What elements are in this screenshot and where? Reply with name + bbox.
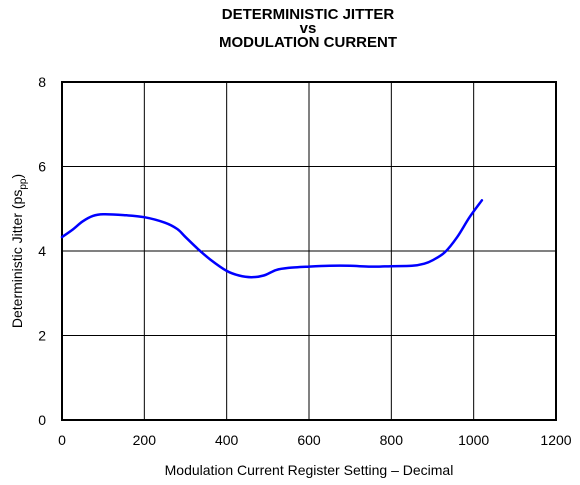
y-tick-label: 4: [38, 243, 46, 259]
y-axis-label: Deterministic Jitter (pspp): [9, 174, 29, 328]
x-tick-label: 600: [297, 432, 321, 448]
plot-area-frame: [61, 81, 557, 421]
chart-title: DETERMINISTIC JITTER vs MODULATION CURRE…: [60, 6, 556, 51]
title-line-2: vs: [299, 20, 317, 37]
y-axis-label-subscript: pp: [18, 178, 29, 190]
tick-labels: 0 200 400 600 800 1000 1200 0 2 4 6 8: [38, 74, 572, 448]
y-axis-label-end: ): [9, 174, 25, 179]
y-axis-label-main: Deterministic Jitter (ps: [9, 190, 25, 328]
title-line-3: MODULATION CURRENT: [218, 34, 398, 51]
y-tick-label: 8: [38, 74, 46, 90]
x-axis-label: Modulation Current Register Setting – De…: [165, 462, 454, 478]
x-tick-label: 800: [380, 432, 404, 448]
x-tick-label: 400: [215, 432, 239, 448]
grid-lines: [62, 82, 556, 420]
title-line-1: DETERMINISTIC JITTER: [221, 6, 395, 23]
x-tick-label: 0: [58, 432, 66, 448]
y-tick-label: 0: [38, 412, 46, 428]
x-tick-label: 1200: [540, 432, 571, 448]
x-tick-label: 1000: [458, 432, 489, 448]
y-tick-label: 2: [38, 328, 46, 344]
y-tick-label: 6: [38, 159, 46, 175]
x-tick-label: 200: [133, 432, 157, 448]
series-line: [60, 199, 484, 279]
